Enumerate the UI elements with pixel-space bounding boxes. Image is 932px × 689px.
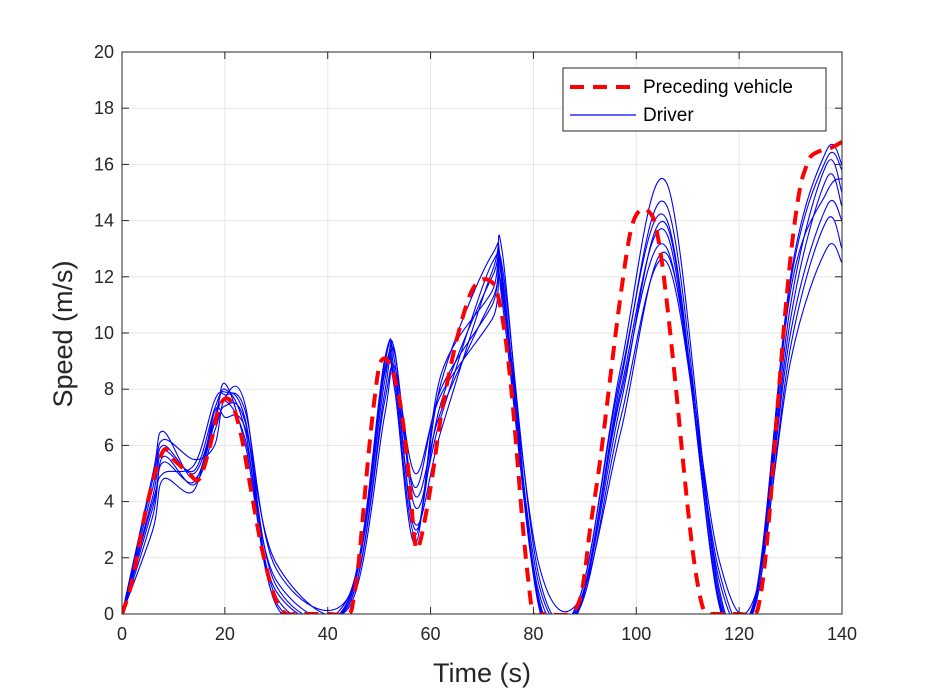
legend-box bbox=[562, 67, 827, 132]
x-tick-label: 20 bbox=[215, 624, 235, 644]
driver-trace bbox=[122, 151, 842, 614]
y-axis-label: Speed (m/s) bbox=[48, 260, 78, 407]
y-tick-label: 18 bbox=[94, 98, 114, 118]
x-tick-label: 40 bbox=[318, 624, 338, 644]
legend: Preceding vehicle Driver bbox=[562, 67, 827, 132]
driver-trace bbox=[122, 159, 842, 614]
series-layer bbox=[122, 140, 842, 614]
driver-trace bbox=[122, 243, 842, 614]
x-tick-label: 140 bbox=[827, 624, 857, 644]
axes bbox=[121, 51, 843, 615]
legend-label-driver: Driver bbox=[643, 105, 694, 126]
x-tick-label: 100 bbox=[621, 624, 651, 644]
tick-labels: 0 20 40 60 80 100 120 140 0 2 4 6 8 10 12 14 16 18 20 bbox=[94, 42, 857, 644]
legend-label-preceding: Preceding vehicle bbox=[643, 77, 793, 98]
x-tick-label: 60 bbox=[421, 624, 441, 644]
y-tick-label: 6 bbox=[104, 435, 114, 455]
y-tick-label: 8 bbox=[104, 379, 114, 399]
y-tick-label: 0 bbox=[104, 604, 114, 624]
y-tick-label: 2 bbox=[104, 548, 114, 568]
driver-trace bbox=[122, 216, 842, 614]
y-tick-label: 20 bbox=[94, 42, 114, 62]
y-tick-label: 10 bbox=[94, 323, 114, 343]
y-tick-label: 12 bbox=[94, 267, 114, 287]
preceding-vehicle-line bbox=[122, 140, 842, 614]
x-tick-label: 120 bbox=[724, 624, 754, 644]
y-tick-label: 16 bbox=[94, 154, 114, 174]
x-tick-label: 0 bbox=[117, 624, 127, 644]
driver-trace bbox=[122, 173, 842, 614]
x-axis-label: Time (s) bbox=[433, 658, 531, 688]
x-tick-label: 80 bbox=[523, 624, 543, 644]
y-tick-label: 4 bbox=[104, 492, 114, 512]
driver-trace bbox=[122, 143, 842, 614]
y-tick-label: 14 bbox=[94, 211, 114, 231]
